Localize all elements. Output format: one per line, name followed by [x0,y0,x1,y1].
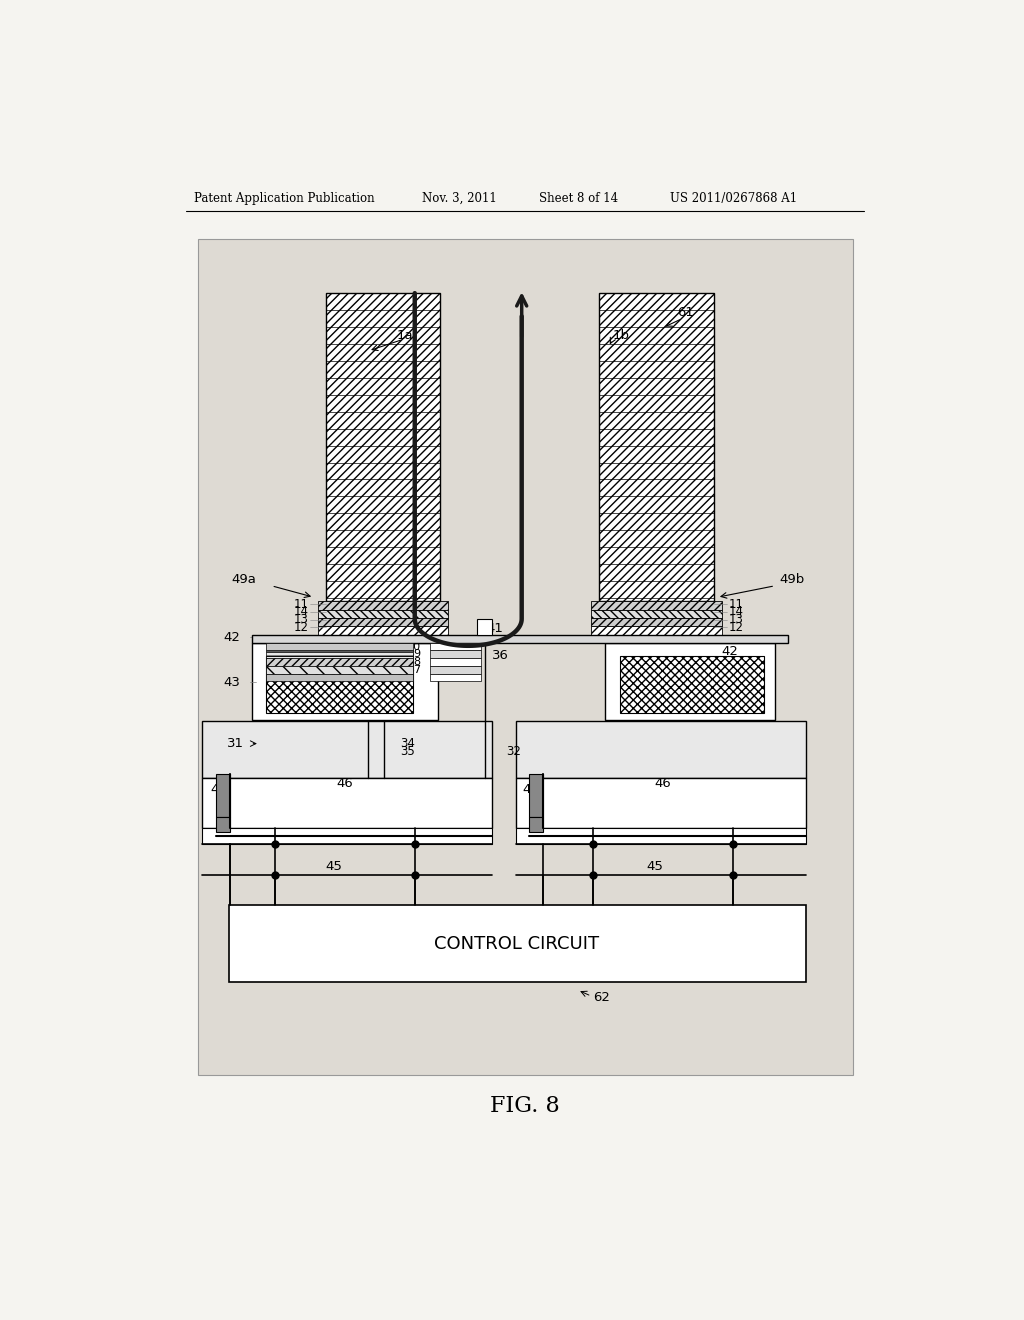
Text: 32: 32 [506,744,521,758]
Bar [252,635,788,643]
Text: 38: 38 [407,657,421,667]
Text: 11: 11 [729,598,743,611]
Text: CONTROL CIRCUIT: CONTROL CIRCUIT [434,935,600,953]
Text: 34: 34 [400,737,415,750]
Bar [477,619,493,635]
Text: 46: 46 [337,777,353,791]
Bar [266,673,414,681]
Bar [430,673,480,681]
Bar [202,721,493,779]
Text: 14: 14 [729,606,743,619]
Text: 42: 42 [721,644,737,657]
Bar [228,906,806,982]
Text: 46: 46 [654,777,671,791]
Bar [592,618,722,626]
Text: FIG. 8: FIG. 8 [489,1094,560,1117]
Bar [430,659,480,665]
Text: 1b: 1b [612,329,630,342]
Bar [515,721,806,779]
Bar [216,775,229,817]
Text: 13: 13 [294,612,308,626]
Text: 45: 45 [646,861,664,874]
Bar [621,656,764,713]
Text: 44: 44 [522,783,539,796]
Bar [599,293,714,601]
Bar [266,656,414,713]
Text: 49a: 49a [231,573,256,586]
Bar [592,610,722,618]
Text: 39: 39 [407,649,421,659]
Bar [430,643,480,651]
Bar [592,626,722,636]
Bar [202,779,493,829]
Text: Nov. 3, 2011: Nov. 3, 2011 [423,191,498,205]
Bar [529,817,544,832]
Bar [604,643,775,719]
Text: 41: 41 [486,622,503,635]
Bar [430,665,480,673]
Bar [266,665,414,673]
Text: 31: 31 [717,684,734,696]
Bar [317,626,449,636]
Text: US 2011/0267868 A1: US 2011/0267868 A1 [671,191,798,205]
Text: 40: 40 [407,642,421,652]
Bar [317,618,449,626]
Text: 13: 13 [729,612,743,626]
Bar [430,651,480,659]
Text: 43: 43 [223,676,241,689]
Text: 14: 14 [294,606,308,619]
Bar [326,293,440,601]
Bar [317,610,449,618]
Bar [317,601,449,610]
Text: Sheet 8 of 14: Sheet 8 of 14 [539,191,617,205]
Text: 35: 35 [400,744,415,758]
Text: 36: 36 [493,648,509,661]
Bar [266,651,414,659]
Text: 42: 42 [223,631,241,644]
Bar [198,239,853,1074]
Text: 37: 37 [407,665,421,675]
Bar [515,829,806,843]
Bar [252,643,438,719]
Bar [202,829,493,843]
Text: 12: 12 [294,620,308,634]
Bar [515,779,806,829]
Text: 49b: 49b [779,573,804,586]
Bar [216,817,229,832]
Text: Patent Application Publication: Patent Application Publication [194,191,375,205]
Bar [266,643,414,651]
Text: 44: 44 [211,783,227,796]
Text: 45: 45 [325,861,342,874]
Text: 1a: 1a [396,329,414,342]
Text: 62: 62 [593,991,610,1005]
Bar [266,659,414,665]
Text: 11: 11 [294,598,308,611]
Bar [592,601,722,610]
Text: 61: 61 [678,306,694,319]
Bar [529,775,544,817]
Text: 31: 31 [227,737,245,750]
Text: 12: 12 [729,620,743,634]
